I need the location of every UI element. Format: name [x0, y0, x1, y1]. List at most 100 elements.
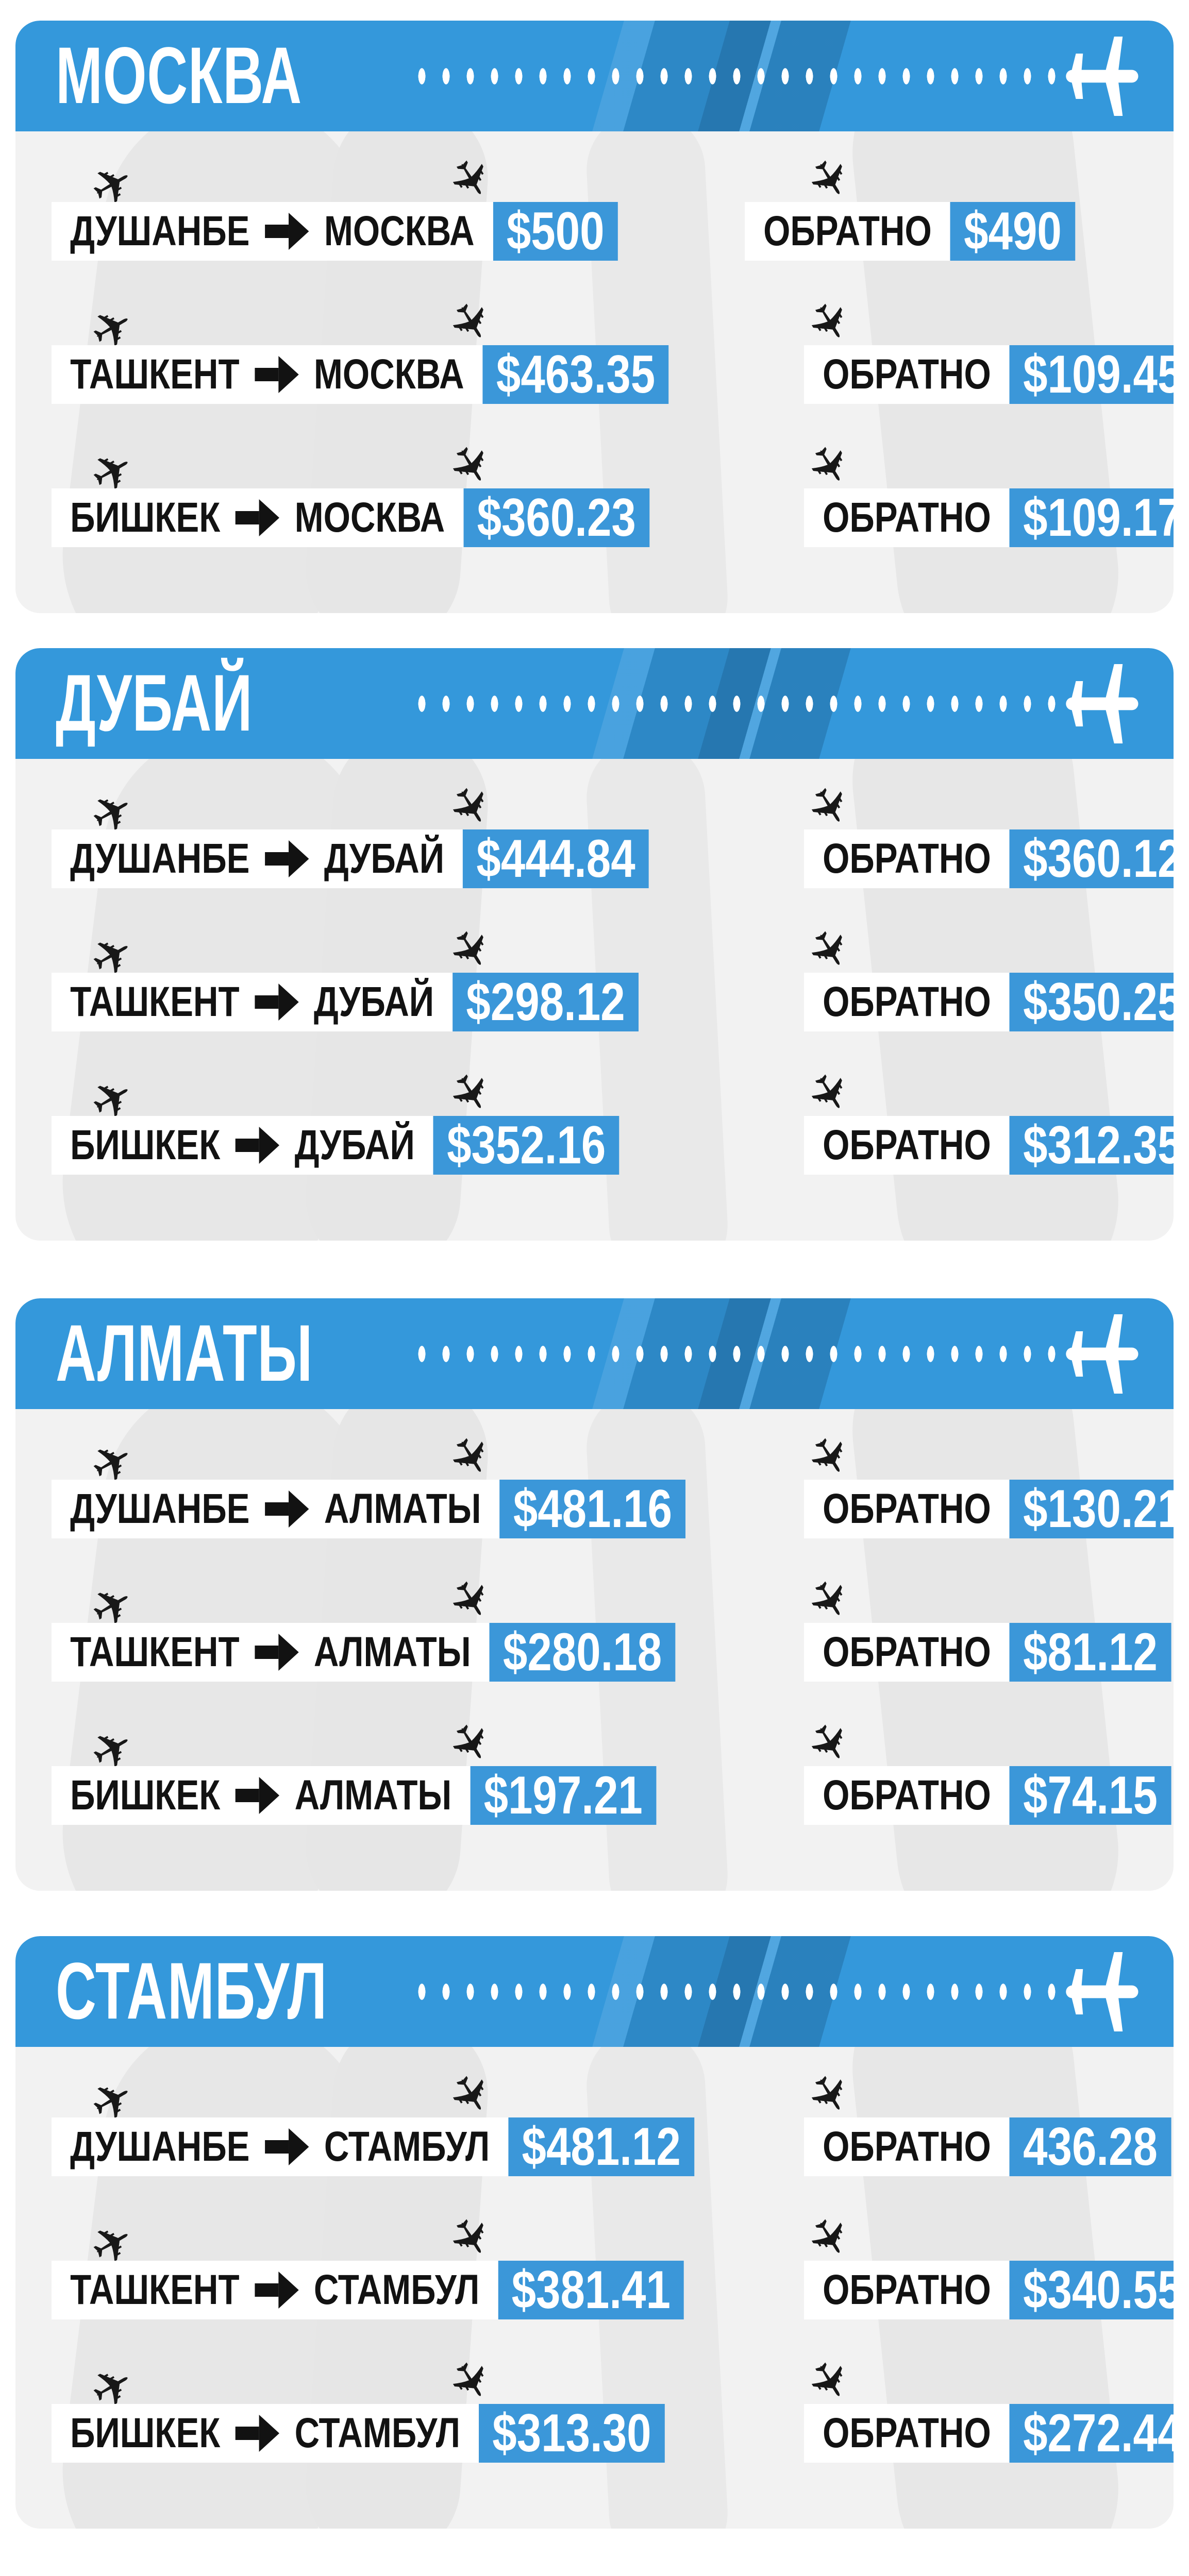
- return-label: ОБРАТНО: [823, 978, 991, 1025]
- destination-city: МОСКВА: [313, 351, 464, 398]
- section-title: АЛМАТЫ: [56, 1309, 313, 1398]
- plane-landing-icon: ✈: [793, 774, 865, 840]
- fare-row: ✈ ✈ ✈ ТАШКЕНТ МОСКВА $463.35 ОБРАТНО $10…: [52, 290, 1174, 446]
- origin-city: ТАШКЕНТ: [70, 1629, 240, 1675]
- return-price-tag: $109.45: [1009, 345, 1174, 404]
- section-card-almaty: АЛМАТЫ ✈ ✈ ✈ ДУШАНБЕ АЛМАТЫ $481.16: [15, 1298, 1174, 1891]
- fare-row: ✈ ✈ ✈ ТАШКЕНТ ДУБАЙ $298.12 ОБРАТНО $350…: [52, 917, 1174, 1074]
- price-tag: $481.12: [508, 2117, 695, 2176]
- return-label: ОБРАТНО: [823, 351, 991, 398]
- origin-city: БИШКЕК: [70, 2410, 221, 2456]
- return-label-bar: ОБРАТНО: [804, 1116, 1010, 1175]
- price-tag: $481.16: [499, 1480, 686, 1538]
- price-tag: $444.84: [463, 829, 649, 888]
- destination-city: ДУБАЙ: [313, 978, 434, 1025]
- plane-landing-icon: ✈: [434, 146, 506, 212]
- return-price-tag: $350.25: [1009, 973, 1174, 1031]
- arrow-right-icon: [265, 1490, 309, 1528]
- arrow-right-icon: [235, 499, 280, 536]
- return-fare: ОБРАТНО $74.15: [804, 1766, 1171, 1825]
- route-fare: БИШКЕК МОСКВА $360.23: [52, 488, 650, 547]
- route-fare: БИШКЕК СТАМБУЛ $313.30: [52, 2404, 665, 2463]
- destination-city: ДУБАЙ: [324, 835, 445, 882]
- return-fare: ОБРАТНО $109.45: [804, 345, 1174, 404]
- return-label-bar: ОБРАТНО: [804, 2404, 1010, 2463]
- fare-row: ✈ ✈ ✈ ДУШАНБЕ АЛМАТЫ $481.16 ОБРАТНО $13…: [52, 1424, 1174, 1581]
- arrow-right-icon: [255, 356, 299, 393]
- airplane-icon: [1062, 33, 1147, 118]
- route-label-bar: ДУШАНБЕ АЛМАТЫ: [52, 1480, 500, 1538]
- price-tag: $360.23: [463, 488, 650, 547]
- dotted-flight-path: [410, 694, 1064, 713]
- route-fare: ТАШКЕНТ СТАМБУЛ $381.41: [52, 2261, 684, 2319]
- fare-rows: ✈ ✈ ✈ ДУШАНБЕ СТАМБУЛ $481.12 ОБРАТНО 43…: [52, 2047, 1174, 2529]
- arrow-right-icon: [235, 1127, 280, 1164]
- return-label: ОБРАТНО: [823, 1772, 991, 1819]
- return-fare: ОБРАТНО $81.12: [804, 1623, 1171, 1682]
- price-tag: $313.30: [479, 2404, 665, 2463]
- arrow-right-icon: [265, 213, 309, 250]
- section-header: АЛМАТЫ: [15, 1298, 1174, 1409]
- fare-row: ✈ ✈ ✈ ТАШКЕНТ СТАМБУЛ $381.41 ОБРАТНО $3…: [52, 2205, 1174, 2362]
- route-label-bar: ДУШАНБЕ ДУБАЙ: [52, 829, 463, 888]
- route-fare: БИШКЕК ДУБАЙ $352.16: [52, 1116, 619, 1175]
- destination-city: СТАМБУЛ: [324, 2123, 490, 2170]
- section-title: ДУБАЙ: [56, 658, 253, 748]
- route-fare: ТАШКЕНТ МОСКВА $463.35: [52, 345, 669, 404]
- return-label: ОБРАТНО: [823, 2410, 991, 2456]
- destination-city: ДУБАЙ: [294, 1122, 415, 1168]
- route-fare: ДУШАНБЕ ДУБАЙ $444.84: [52, 829, 649, 888]
- return-fare: ОБРАТНО $360.12: [804, 829, 1174, 888]
- return-fare: ОБРАТНО $340.55: [804, 2261, 1174, 2319]
- route-fare: ДУШАНБЕ МОСКВА $500: [52, 202, 618, 261]
- arrow-right-icon: [255, 984, 299, 1021]
- origin-city: ДУШАНБЕ: [70, 208, 250, 255]
- route-label-bar: ДУШАНБЕ МОСКВА: [52, 202, 493, 261]
- fare-row: ✈ ✈ ✈ БИШКЕК ДУБАЙ $352.16 ОБРАТНО $312.…: [52, 1060, 1174, 1217]
- route-label-bar: ТАШКЕНТ ДУБАЙ: [52, 973, 453, 1031]
- origin-city: БИШКЕК: [70, 1122, 221, 1168]
- dotted-flight-path: [410, 1344, 1064, 1363]
- route-label-bar: ТАШКЕНТ МОСКВА: [52, 345, 483, 404]
- section-header: СТАМБУЛ: [15, 1936, 1174, 2047]
- section-title: МОСКВА: [56, 31, 302, 121]
- return-fare: ОБРАТНО $312.35: [804, 1116, 1174, 1175]
- destination-city: АЛМАТЫ: [313, 1629, 471, 1675]
- route-label-bar: ДУШАНБЕ СТАМБУЛ: [52, 2117, 509, 2176]
- price-tag: $298.12: [453, 973, 639, 1031]
- fare-row: ✈ ✈ ✈ ТАШКЕНТ АЛМАТЫ $280.18 ОБРАТНО $81…: [52, 1567, 1171, 1724]
- plane-landing-icon: ✈: [793, 1424, 865, 1490]
- route-label-bar: БИШКЕК МОСКВА: [52, 488, 464, 547]
- destination-city: АЛМАТЫ: [294, 1772, 452, 1819]
- route-label-bar: БИШКЕК АЛМАТЫ: [52, 1766, 471, 1825]
- return-label-bar: ОБРАТНО: [745, 202, 950, 261]
- origin-city: БИШКЕК: [70, 494, 221, 541]
- route-label-bar: ТАШКЕНТ СТАМБУЛ: [52, 2261, 498, 2319]
- price-tag: $381.41: [498, 2261, 684, 2319]
- fare-row: ✈ ✈ ✈ БИШКЕК СТАМБУЛ $313.30 ОБРАТНО $27…: [52, 2348, 1174, 2505]
- route-label-bar: ТАШКЕНТ АЛМАТЫ: [52, 1623, 490, 1682]
- return-label: ОБРАТНО: [823, 835, 991, 882]
- section-card-moscow: МОСКВА ✈ ✈ ✈ ДУШАНБЕ МОСКВА $500: [15, 21, 1174, 613]
- origin-city: ТАШКЕНТ: [70, 2266, 240, 2313]
- route-fare: ТАШКЕНТ ДУБАЙ $298.12: [52, 973, 639, 1031]
- arrow-right-icon: [265, 2128, 309, 2165]
- price-tag: $280.18: [489, 1623, 676, 1682]
- plane-landing-icon: ✈: [793, 146, 865, 212]
- return-label-bar: ОБРАТНО: [804, 488, 1010, 547]
- origin-city: ТАШКЕНТ: [70, 351, 240, 398]
- return-price-tag: $74.15: [1009, 1766, 1171, 1825]
- plane-landing-icon: ✈: [434, 2062, 506, 2128]
- route-label-bar: БИШКЕК СТАМБУЛ: [52, 2404, 479, 2463]
- return-price-tag: 436.28: [1009, 2117, 1171, 2176]
- return-fare: ОБРАТНО 436.28: [804, 2117, 1171, 2176]
- arrow-right-icon: [235, 2415, 280, 2452]
- return-label: ОБРАТНО: [823, 1629, 991, 1675]
- route-fare: БИШКЕК АЛМАТЫ $197.21: [52, 1766, 657, 1825]
- origin-city: ДУШАНБЕ: [70, 2123, 250, 2170]
- fare-row: ✈ ✈ ✈ БИШКЕК МОСКВА $360.23 ОБРАТНО $109…: [52, 433, 1174, 589]
- section-card-istanbul: СТАМБУЛ ✈ ✈ ✈ ДУШАНБЕ СТАМБУЛ $481.12: [15, 1936, 1174, 2529]
- origin-city: ДУШАНБЕ: [70, 1485, 250, 1532]
- return-label: ОБРАТНО: [763, 208, 932, 255]
- dotted-flight-path: [410, 66, 1064, 86]
